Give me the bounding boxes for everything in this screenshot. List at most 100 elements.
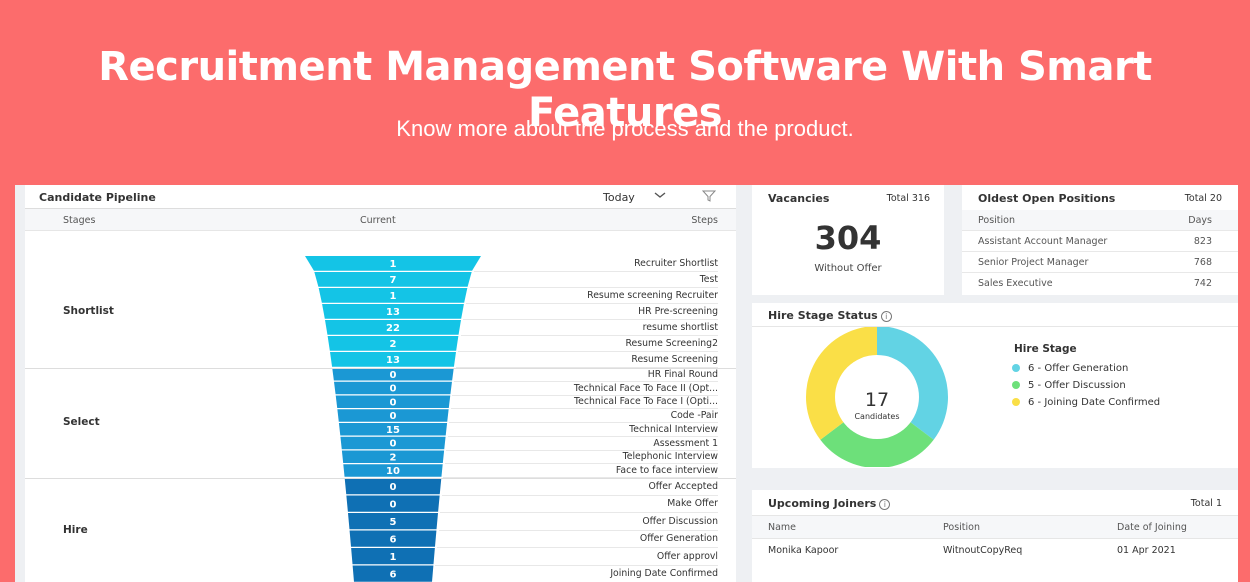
- position-name: Assistant Account Manager: [978, 236, 1108, 247]
- column-position: Position: [943, 522, 980, 533]
- funnel-segment[interactable]: [322, 304, 464, 319]
- funnel-segment[interactable]: [318, 288, 468, 303]
- funnel-segment[interactable]: [338, 423, 448, 436]
- funnel-segment-value: 6: [390, 569, 397, 580]
- step-guide-line: [454, 380, 718, 382]
- funnel-segment-value: 22: [386, 323, 400, 334]
- funnel-segment-value: 13: [386, 355, 400, 366]
- step-label: Face to face interview: [615, 465, 718, 477]
- step-guide-line: [450, 408, 718, 410]
- filter-icon[interactable]: [702, 189, 716, 203]
- legend-label: 6 - Joining Date Confirmed: [1028, 397, 1161, 408]
- step-label: Offer Accepted: [648, 480, 718, 492]
- legend-item[interactable]: 6 - Offer Generation: [1012, 363, 1128, 374]
- upcoming-total: Total 1: [1190, 498, 1222, 509]
- funnel-segment[interactable]: [334, 381, 452, 395]
- legend-item[interactable]: 5 - Offer Discussion: [1012, 380, 1126, 391]
- funnel-segment-value: 5: [390, 517, 397, 528]
- funnel-segment[interactable]: [330, 352, 456, 367]
- oldest-total: Total 20: [1184, 193, 1222, 204]
- step-guide-line: [452, 394, 718, 396]
- step-guide-line: [474, 271, 718, 272]
- funnel-segment[interactable]: [305, 256, 481, 271]
- funnel-segment[interactable]: [347, 513, 439, 530]
- funnel-segment[interactable]: [337, 409, 449, 422]
- funnel-segment-value: 0: [390, 384, 397, 395]
- step-guide-line: [466, 303, 718, 304]
- step-label: Resume screening Recruiter: [587, 290, 718, 301]
- step-guide-line: [460, 335, 718, 336]
- funnel-segment[interactable]: [346, 495, 440, 512]
- step-guide-line: [449, 422, 718, 423]
- table-row[interactable]: Senior Project Manager 768: [962, 252, 1238, 273]
- step-label: Make Offer: [667, 498, 718, 510]
- funnel-segment-value: 1: [390, 259, 397, 270]
- funnel-segment[interactable]: [349, 530, 437, 547]
- step-label: Telephonic Interview: [622, 451, 718, 463]
- chevron-down-icon[interactable]: [653, 188, 667, 202]
- legend-label: 6 - Offer Generation: [1028, 363, 1129, 374]
- legend-item[interactable]: 6 - Joining Date Confirmed: [1012, 397, 1160, 408]
- table-row[interactable]: Assistant Account Manager 823: [962, 231, 1238, 252]
- funnel-segment[interactable]: [332, 368, 454, 381]
- funnel-segment[interactable]: [340, 436, 446, 450]
- step-label: Offer Generation: [639, 533, 718, 545]
- vacancies-caption: Without Offer: [814, 263, 882, 274]
- step-label: Assessment 1: [653, 437, 718, 449]
- step-label: Resume Screening2: [625, 338, 718, 349]
- hire-stage-status-card: Hire Stage Status i 17 Candidates Hire St…: [752, 303, 1238, 468]
- step-guide-line: [444, 463, 718, 465]
- step-guide-line: [446, 449, 718, 451]
- funnel-segment-value: 0: [390, 397, 397, 408]
- step-label: HR Pre-screening: [638, 306, 718, 317]
- pipeline-header: Candidate Pipeline Today: [25, 185, 736, 209]
- info-icon[interactable]: i: [879, 498, 891, 510]
- stage-label: Hire: [63, 523, 88, 536]
- step-guide-line: [469, 287, 718, 288]
- info-icon[interactable]: i: [880, 310, 892, 322]
- step-label: Technical Interview: [629, 423, 718, 435]
- funnel-segment-value: 13: [386, 307, 400, 318]
- step-label: Technical Face To Face II (Opt...: [573, 382, 718, 394]
- donut-center-label: Candidates: [854, 412, 899, 421]
- oldest-title: Oldest Open Positions: [978, 192, 1116, 205]
- column-days: Days: [1188, 215, 1212, 226]
- funnel-segment-value: 15: [386, 425, 400, 436]
- upcoming-column-headers: Name Position Date of Joining: [752, 515, 1238, 539]
- stage-divider: [25, 368, 736, 369]
- step-label: Test: [699, 274, 718, 285]
- funnel-segment-value: 10: [386, 466, 400, 477]
- step-guide-line: [443, 477, 718, 478]
- funnel-segment-value: 0: [390, 482, 397, 493]
- funnel-segment[interactable]: [351, 548, 435, 565]
- position-days: 768: [1193, 257, 1212, 268]
- table-row[interactable]: Sales Executive 742: [962, 273, 1238, 294]
- donut-hole: [835, 355, 919, 439]
- funnel-segment[interactable]: [314, 272, 472, 287]
- column-stages: Stages: [63, 215, 96, 226]
- funnel-segment-value: 0: [390, 499, 397, 510]
- period-filter[interactable]: Today: [603, 191, 635, 204]
- table-row[interactable]: Monika Kapoor WitnoutCopyReq 01 Apr 2021: [752, 539, 1238, 563]
- column-date: Date of Joining: [1117, 522, 1187, 533]
- vacancies-total: Total 316: [886, 193, 930, 204]
- step-guide-line: [447, 435, 718, 437]
- position-name: Sales Executive: [978, 278, 1053, 289]
- funnel-segment[interactable]: [327, 336, 459, 351]
- funnel-segment[interactable]: [352, 565, 434, 582]
- funnel-segment[interactable]: [344, 478, 442, 495]
- funnel-segment[interactable]: [341, 450, 445, 464]
- funnel-segment-value: 0: [390, 411, 397, 422]
- funnel-segment[interactable]: [325, 320, 461, 335]
- funnel-segment-value: 1: [390, 552, 397, 563]
- funnel-segment[interactable]: [343, 464, 443, 477]
- step-guide-line: [435, 564, 718, 566]
- step-label: resume shortlist: [642, 322, 718, 333]
- vacancies-card: Vacancies Total 316 304 Without Offer: [752, 185, 944, 295]
- hero-subtitle: Know more about the process and the prod…: [396, 116, 854, 141]
- step-label: HR Final Round: [647, 368, 718, 380]
- funnel-segment[interactable]: [335, 395, 451, 409]
- candidate-pipeline-card: Candidate Pipeline Today Stages Current …: [25, 185, 736, 582]
- vacancies-title: Vacancies: [768, 192, 830, 205]
